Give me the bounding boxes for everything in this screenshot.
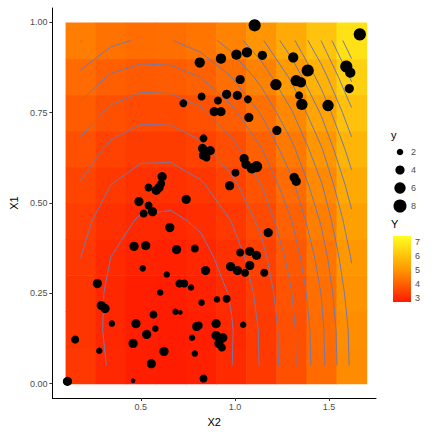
svg-text:X2: X2 — [207, 416, 220, 428]
svg-text:1.5: 1.5 — [323, 402, 336, 412]
svg-text:y: y — [391, 129, 397, 141]
svg-text:6: 6 — [415, 251, 420, 261]
svg-text:0.5: 0.5 — [135, 402, 148, 412]
svg-text:2: 2 — [411, 147, 416, 157]
svg-text:4: 4 — [411, 165, 416, 175]
svg-text:0.50: 0.50 — [30, 198, 48, 208]
svg-text:4: 4 — [415, 279, 420, 289]
svg-text:X1: X1 — [8, 196, 20, 209]
svg-text:1.00: 1.00 — [30, 17, 48, 27]
svg-text:7: 7 — [415, 237, 420, 247]
svg-text:5: 5 — [415, 265, 420, 275]
svg-text:3: 3 — [415, 293, 420, 303]
svg-text:0.75: 0.75 — [30, 108, 48, 118]
svg-text:1.0: 1.0 — [229, 402, 242, 412]
svg-text:0.00: 0.00 — [30, 379, 48, 389]
svg-text:Y: Y — [391, 218, 399, 230]
svg-text:6: 6 — [411, 183, 416, 193]
svg-text:0.25: 0.25 — [30, 288, 48, 298]
svg-text:8: 8 — [411, 201, 416, 211]
